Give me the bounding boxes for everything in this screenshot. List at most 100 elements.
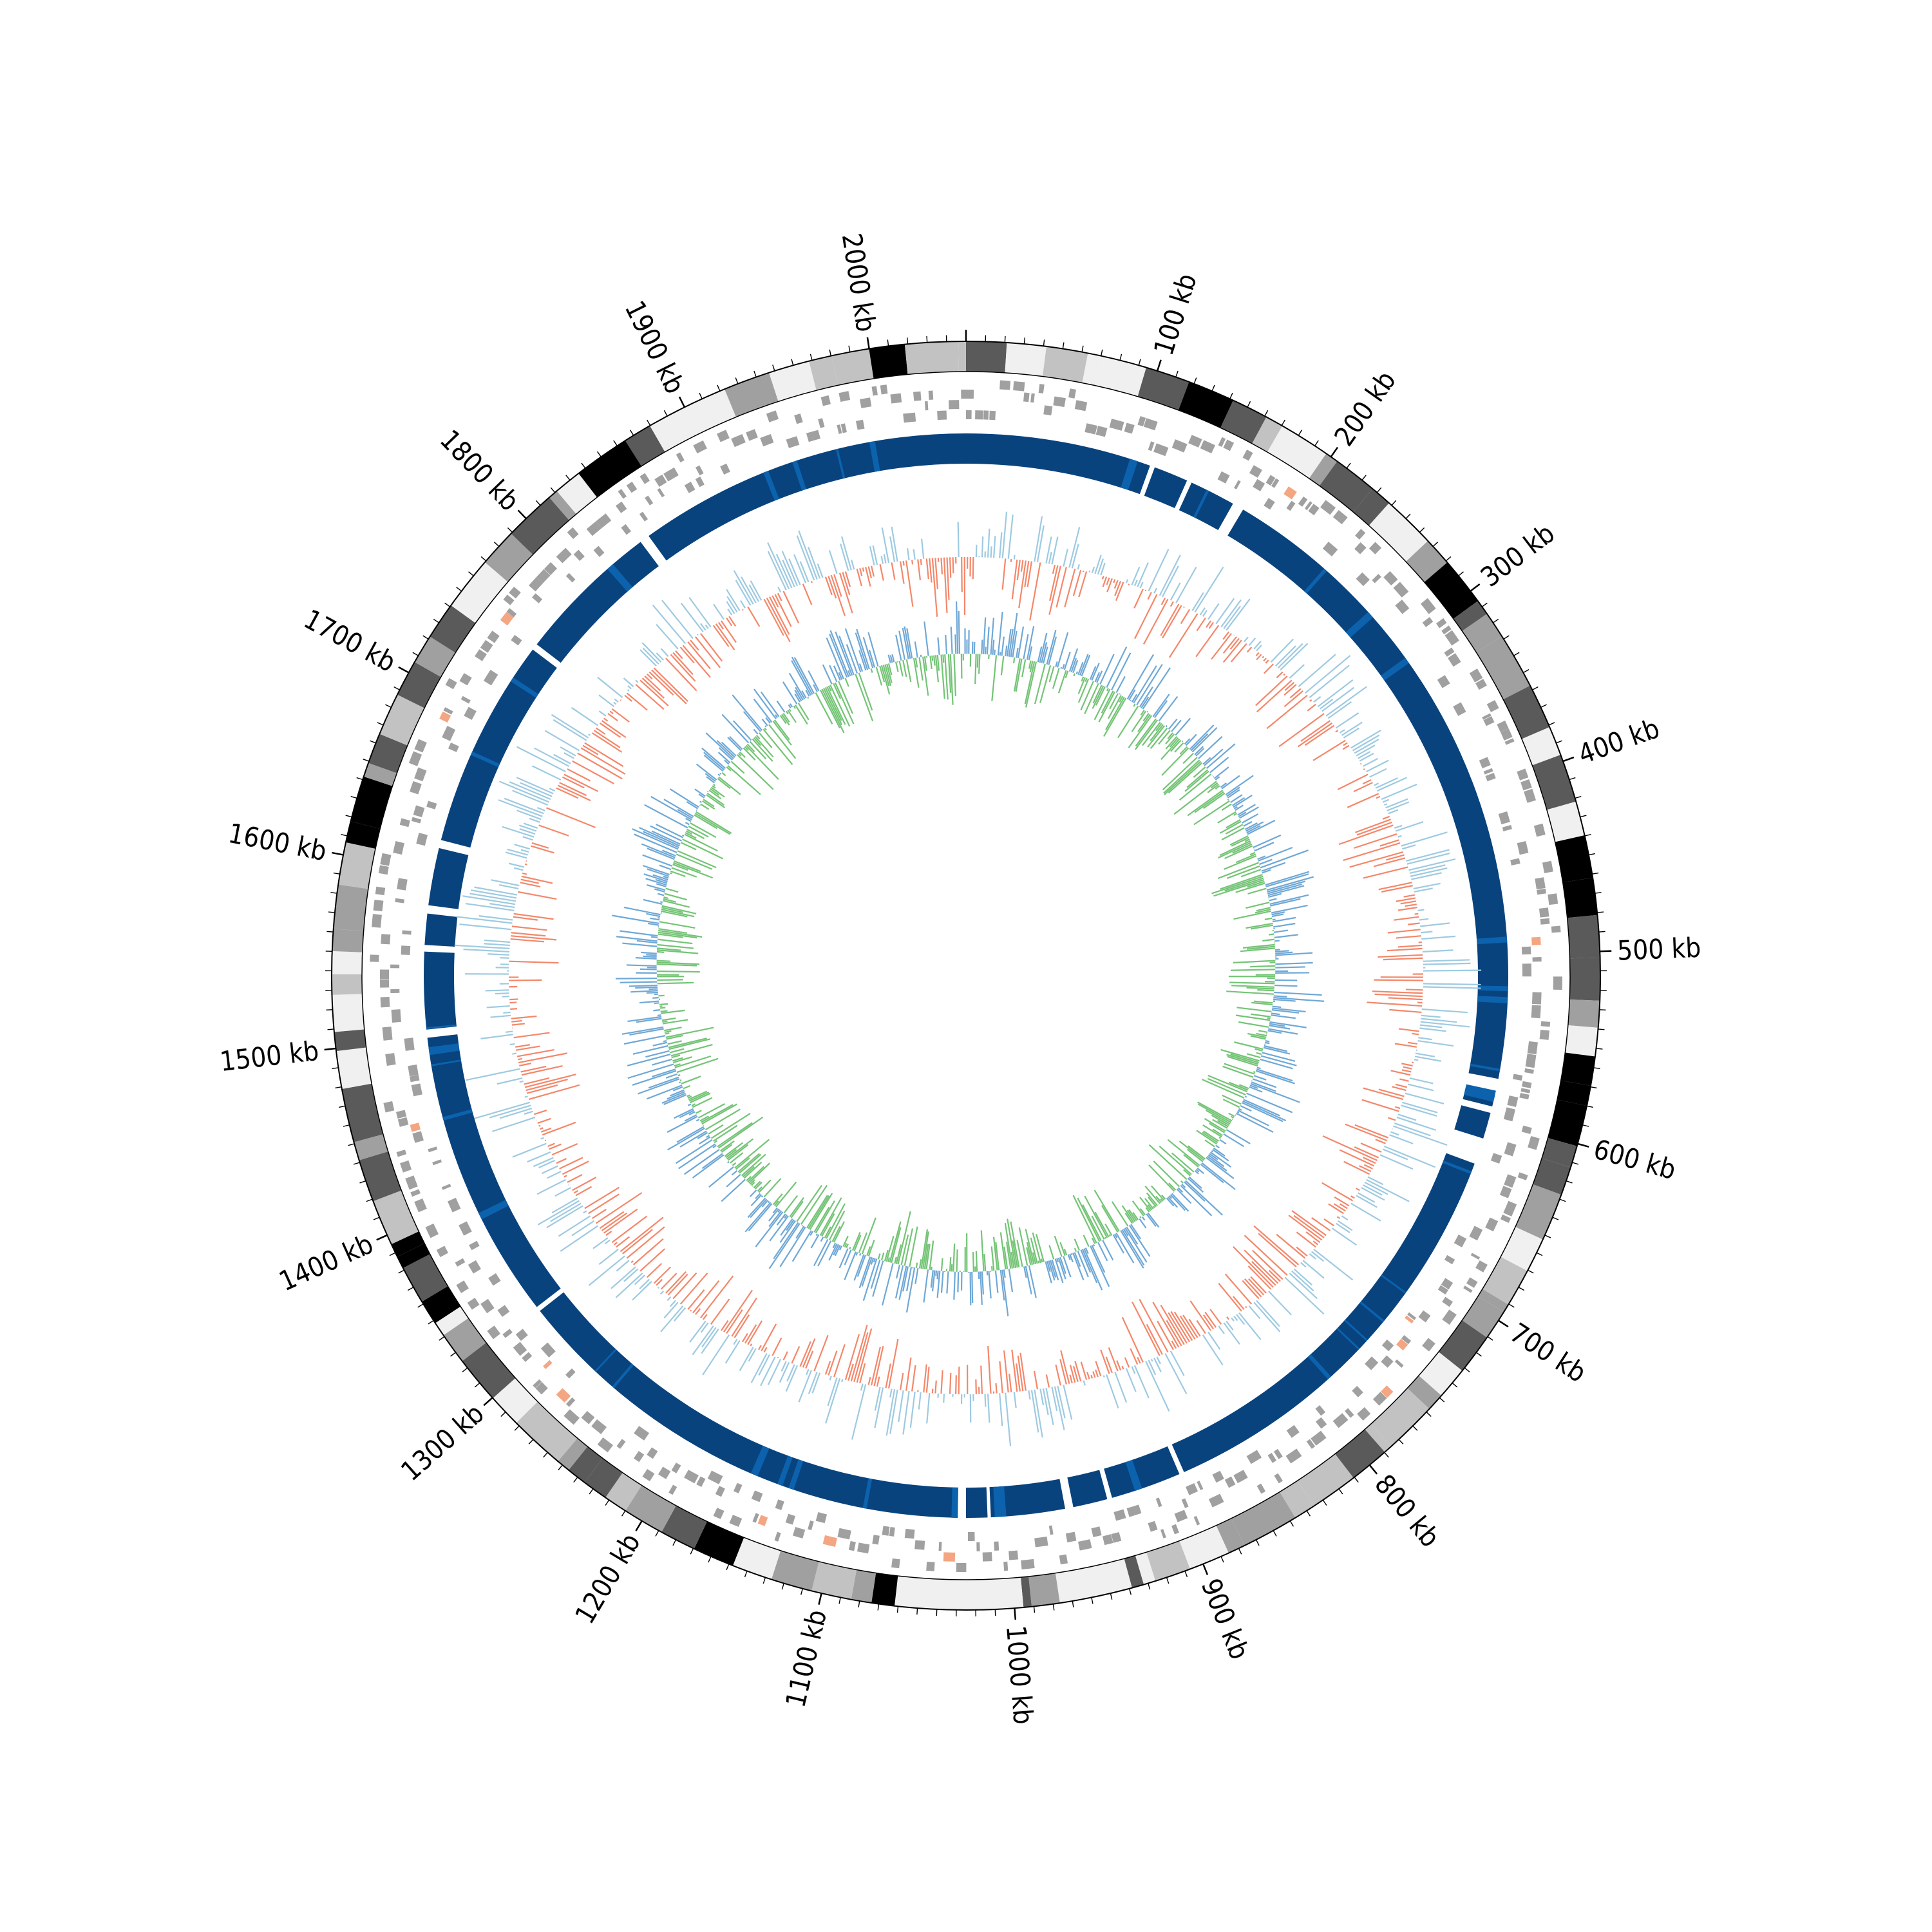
signal-bar-positive <box>914 1268 919 1284</box>
signal-bar-negative <box>1055 1364 1061 1386</box>
feature-segment <box>966 410 972 420</box>
feature-segment <box>1383 571 1398 586</box>
signal-bar-positive <box>936 1270 939 1280</box>
signal-bar-positive <box>1271 904 1308 914</box>
signal-bar-negative <box>1115 582 1124 601</box>
major-tick <box>332 851 344 856</box>
signal-bar-negative <box>766 597 791 643</box>
signal-bar-negative <box>1234 1041 1264 1050</box>
signal-bar-negative <box>1028 660 1032 669</box>
signal-bar-positive <box>456 916 513 924</box>
ideogram-band <box>1462 614 1502 652</box>
signal-bar-negative <box>1139 1216 1142 1218</box>
signal-bar-positive <box>898 1390 904 1423</box>
minor-tick <box>480 556 487 562</box>
signal-bar-negative <box>974 654 977 685</box>
signal-bar-negative <box>1356 821 1392 836</box>
signal-bar-negative <box>516 1048 554 1057</box>
ideogram-band <box>397 1243 430 1269</box>
signal-bar-negative <box>856 568 862 587</box>
feature-segment <box>428 1146 438 1153</box>
signal-bar-negative <box>1168 1182 1177 1191</box>
signal-bar-negative <box>762 728 793 766</box>
signal-bar-negative <box>1307 703 1316 712</box>
signal-bar-negative <box>674 1063 681 1067</box>
feature-segment <box>597 1437 613 1453</box>
feature-segment <box>556 1388 571 1403</box>
signal-bar-positive <box>1275 645 1296 667</box>
signal-bar-positive <box>1003 1269 1006 1278</box>
block-highlight <box>1477 985 1508 992</box>
signal-bar-positive <box>748 1203 773 1231</box>
signal-bar-positive <box>788 672 806 700</box>
signal-bar-positive <box>1206 743 1236 770</box>
signal-bar-negative <box>1018 1227 1028 1266</box>
signal-bar-positive <box>829 665 838 683</box>
signal-bar-negative <box>884 664 892 687</box>
signal-bar-positive <box>1394 1122 1431 1137</box>
signal-bar-positive <box>1057 1257 1066 1280</box>
signal-bar-positive <box>1148 1359 1157 1376</box>
signal-bar-positive <box>647 848 675 860</box>
block-segment <box>1227 509 1509 1079</box>
signal-bar-positive <box>889 536 896 562</box>
signal-bar-negative <box>980 1365 983 1394</box>
signal-bar-negative <box>1235 1014 1271 1021</box>
feature-segment <box>1171 439 1188 453</box>
ideogram-band <box>1419 1352 1463 1396</box>
feature-segment <box>1418 1310 1431 1323</box>
signal-bar-negative <box>1251 924 1274 930</box>
minor-tick <box>1281 419 1285 426</box>
signal-bar-positive <box>502 826 535 838</box>
signal-bar-negative <box>1188 1145 1206 1160</box>
minor-tick <box>810 354 813 361</box>
signal-bar-positive <box>1262 1052 1296 1062</box>
signal-bar-negative <box>513 913 554 920</box>
signal-bar-positive <box>1184 1181 1206 1202</box>
signal-bar-positive <box>1258 846 1293 862</box>
signal-bar-negative <box>1219 820 1242 834</box>
signal-bar-negative <box>750 1182 755 1186</box>
block-highlight <box>1381 658 1409 681</box>
minor-tick <box>1458 571 1464 576</box>
signal-bar-negative <box>1137 714 1151 732</box>
signal-bar-negative <box>929 656 933 670</box>
signal-bar-negative <box>940 1258 943 1271</box>
signal-bar-positive <box>721 1179 746 1202</box>
signal-bar-negative <box>809 1193 833 1230</box>
signal-bar-positive <box>1084 1247 1089 1255</box>
signal-bar-negative <box>656 971 700 973</box>
signal-bar-positive <box>1139 687 1153 708</box>
signal-bar-negative <box>1195 625 1220 658</box>
signal-bar-negative <box>1074 1238 1081 1251</box>
signal-bar-negative <box>1184 770 1209 792</box>
minor-tick <box>1052 1604 1055 1611</box>
block-segment <box>966 1487 988 1518</box>
feature-segment <box>565 1397 576 1407</box>
signal-bar-positive <box>1254 842 1274 852</box>
signal-bar-negative <box>546 807 596 828</box>
feature-segment <box>1407 1312 1417 1320</box>
minor-tick <box>1338 1488 1343 1495</box>
signal-bar-negative <box>1395 1106 1401 1110</box>
feature-segment <box>1435 618 1447 629</box>
signal-bar-negative <box>646 673 653 680</box>
signal-bar-positive <box>1077 1251 1089 1278</box>
signal-bar-positive <box>1166 1197 1175 1207</box>
minor-tick <box>514 1425 520 1431</box>
signal-bar-positive <box>655 878 668 884</box>
signal-bar-negative <box>914 658 918 668</box>
signal-bar-positive <box>1264 1041 1270 1045</box>
signal-bar-positive <box>1237 1110 1269 1126</box>
signal-bar-negative <box>782 713 790 723</box>
signal-bar-positive <box>646 991 658 994</box>
feature-segment <box>468 1260 481 1274</box>
minor-tick <box>462 1367 468 1372</box>
feature-segment <box>676 452 685 463</box>
signal-bar-negative <box>511 925 547 931</box>
signal-bar-positive <box>1122 1228 1129 1236</box>
signal-bar-negative <box>1132 1212 1139 1220</box>
signal-bar-negative <box>900 1372 904 1390</box>
feature-segment <box>1186 1483 1198 1495</box>
feature-segment <box>1148 1520 1158 1532</box>
